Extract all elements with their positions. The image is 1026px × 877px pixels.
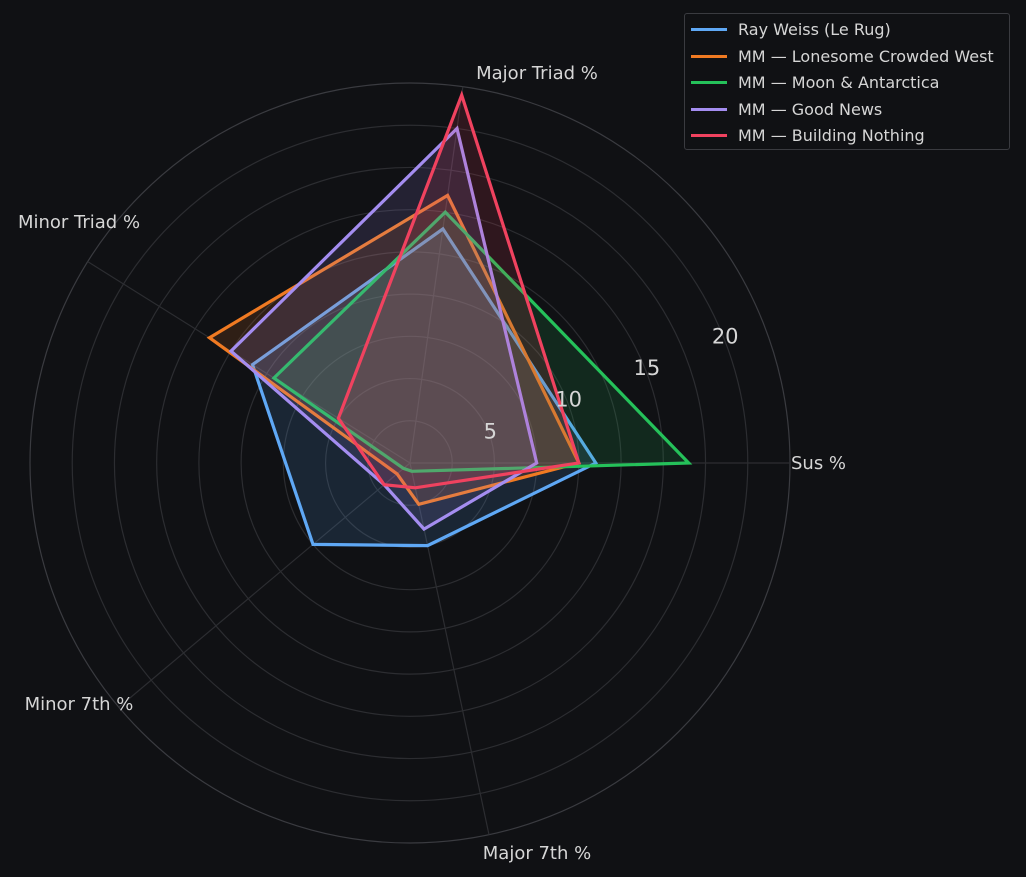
- axis-spoke: [409, 86, 464, 464]
- legend-swatch: [691, 27, 727, 31]
- series-layer: [206, 90, 693, 548]
- label-layer: 5 10 15 20 Sus % Major Triad % Minor Triad % Mi…: [18, 63, 846, 864]
- legend-label: MM — Moon & Antarctica: [738, 72, 940, 92]
- legend-label: MM — Lonesome Crowded West: [738, 46, 994, 66]
- axis-spoke: [87, 261, 411, 464]
- axis-label: Major 7th %: [483, 843, 591, 864]
- legend-swatch: [691, 80, 727, 84]
- legend-item: Ray Weiss (Le Rug): [691, 18, 891, 40]
- legend-swatch: [691, 133, 727, 137]
- series-polygon: [250, 226, 599, 548]
- legend-swatch: [691, 107, 727, 111]
- series-polygon: [228, 125, 539, 532]
- legend-label: Ray Weiss (Le Rug): [738, 19, 891, 39]
- axis-label: Minor Triad %: [18, 212, 140, 233]
- legend-label: MM — Building Nothing: [738, 125, 925, 145]
- legend-label: MM — Good News: [738, 99, 883, 119]
- legend-swatch: [691, 54, 727, 58]
- radial-tick-label: 5: [484, 419, 497, 443]
- radial-tick-label: 15: [634, 356, 661, 380]
- legend: Ray Weiss (Le Rug) MM — Lonesome Crowded…: [684, 13, 1010, 150]
- legend-item: MM — Building Nothing: [691, 124, 925, 146]
- axis-spoke: [409, 462, 490, 835]
- axis-label: Major Triad %: [476, 63, 598, 84]
- radial-tick-label: 10: [555, 388, 582, 412]
- legend-item: MM — Moon & Antarctica: [691, 71, 939, 93]
- polar-grid: [29, 82, 791, 844]
- axis-label: Minor 7th %: [25, 694, 134, 715]
- legend-item: MM — Lonesome Crowded West: [691, 45, 994, 67]
- series-polygon: [336, 90, 581, 490]
- axis-label: Sus %: [791, 453, 846, 474]
- legend-item: MM — Good News: [691, 98, 882, 120]
- series-polygon: [206, 193, 582, 507]
- radial-tick-label: 20: [712, 324, 739, 348]
- axis-spoke: [118, 462, 411, 708]
